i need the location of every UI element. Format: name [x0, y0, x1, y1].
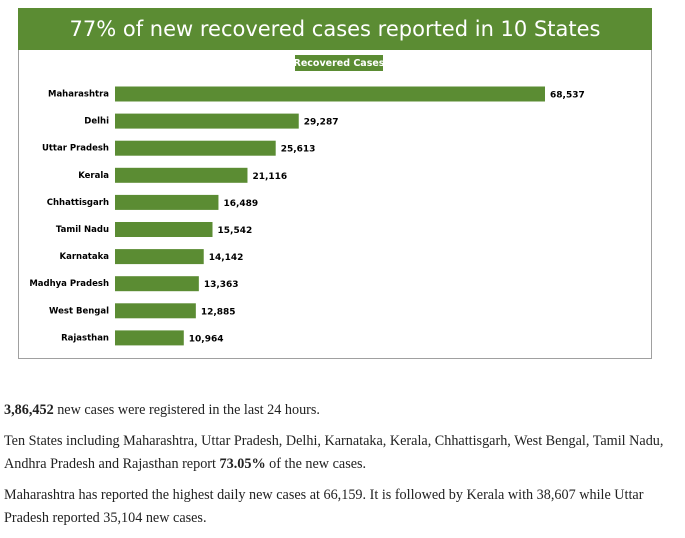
- chart-title: 77% of new recovered cases reported in 1…: [70, 17, 601, 41]
- bar: [115, 113, 299, 129]
- bar: [115, 249, 204, 265]
- legend-label: Recovered Cases: [294, 58, 385, 69]
- text: Maharashtra has reported the highest dai…: [4, 487, 644, 526]
- category-label: Karnataka: [60, 252, 110, 262]
- category-label: Uttar Pradesh: [42, 144, 109, 154]
- article: 3,86,452 new cases were registered in th…: [4, 399, 680, 538]
- chart: 77% of new recovered cases reported in 1…: [18, 8, 652, 359]
- bar: [115, 222, 213, 237]
- category-label: Chhattisgarh: [47, 198, 109, 208]
- category-label: Madhya Pradesh: [29, 279, 109, 289]
- category-label: Maharashtra: [48, 90, 109, 100]
- bar: [115, 194, 219, 210]
- category-label: West Bengal: [49, 306, 109, 316]
- data-label: 10,964: [189, 334, 224, 344]
- category-label: Kerala: [78, 171, 109, 181]
- data-label: 13,363: [204, 280, 239, 290]
- text: Ten States including Maharashtra, Uttar …: [4, 433, 664, 472]
- data-label: 21,116: [252, 172, 287, 182]
- bar: [115, 330, 184, 346]
- data-label: 15,542: [218, 226, 253, 236]
- bold-text: 3,86,452: [4, 402, 54, 418]
- bar: [115, 276, 199, 292]
- bar: [115, 167, 248, 183]
- data-label: 16,489: [223, 199, 258, 209]
- data-label: 14,142: [209, 253, 244, 263]
- text: of the new cases.: [265, 456, 367, 472]
- bar: [115, 86, 545, 102]
- bold-text: 73.05%: [219, 456, 266, 472]
- category-label: Tamil Nadu: [56, 225, 109, 235]
- category-label: Delhi: [84, 117, 109, 127]
- paragraph: Ten States including Maharashtra, Uttar …: [4, 430, 680, 476]
- data-label: 12,885: [201, 307, 236, 317]
- data-label: 29,287: [304, 118, 339, 128]
- paragraph: Maharashtra has reported the highest dai…: [4, 484, 680, 530]
- bar: [115, 140, 276, 156]
- data-label: 68,537: [550, 91, 585, 101]
- legend-box: [295, 55, 383, 71]
- data-label: 25,613: [281, 145, 316, 155]
- category-label: Rajasthan: [61, 333, 109, 343]
- paragraph: 3,86,452 new cases were registered in th…: [4, 399, 680, 422]
- title-bar: [18, 8, 652, 50]
- text: new cases were registered in the last 24…: [53, 402, 320, 418]
- bar: [115, 303, 196, 319]
